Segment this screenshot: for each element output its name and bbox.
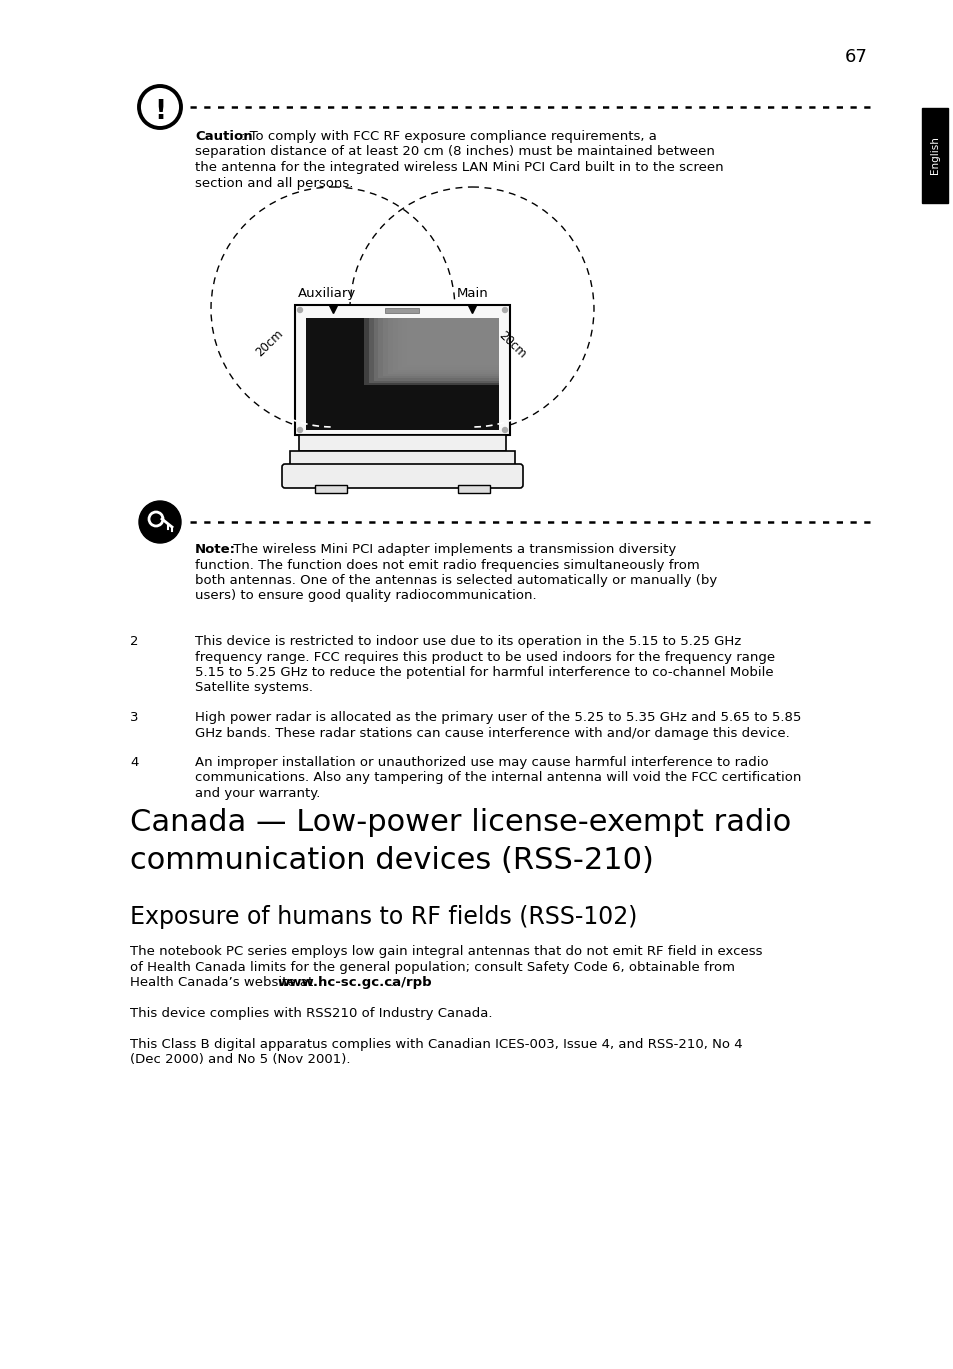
Text: This device complies with RSS210 of Industry Canada.: This device complies with RSS210 of Indu…	[130, 1008, 492, 1020]
Text: 4: 4	[130, 756, 138, 769]
Bar	[298, 435, 505, 450]
Text: frequency range. FCC requires this product to be used indoors for the frequency : frequency range. FCC requires this produ…	[194, 650, 774, 664]
Bar	[393, 318, 498, 372]
Bar	[445, 318, 498, 348]
Bar	[369, 318, 498, 383]
Text: of Health Canada limits for the general population; consult Safety Code 6, obtai: of Health Canada limits for the general …	[130, 961, 734, 973]
Bar	[426, 318, 498, 356]
Text: 67: 67	[844, 48, 867, 66]
Text: 2: 2	[130, 635, 138, 648]
Text: Auxiliary: Auxiliary	[297, 287, 355, 300]
Text: !: !	[153, 99, 166, 125]
Circle shape	[502, 308, 507, 312]
Bar	[388, 318, 498, 374]
Text: communication devices (RSS-210): communication devices (RSS-210)	[130, 846, 653, 875]
Text: 20cm: 20cm	[496, 329, 528, 361]
Circle shape	[139, 501, 181, 543]
Text: An improper installation or unauthorized use may cause harmful interference to r: An improper installation or unauthorized…	[194, 756, 768, 769]
Text: www.hc-sc.gc.ca/rpb: www.hc-sc.gc.ca/rpb	[277, 976, 432, 988]
Bar	[416, 318, 498, 360]
Text: 5.15 to 5.25 GHz to reduce the potential for harmful interference to co-channel : 5.15 to 5.25 GHz to reduce the potential…	[194, 665, 773, 679]
Text: 20cm: 20cm	[253, 327, 285, 359]
Bar	[421, 318, 498, 359]
Bar	[402, 318, 498, 367]
Bar	[457, 485, 490, 493]
Text: Canada — Low-power license-exempt radio: Canada — Low-power license-exempt radio	[130, 808, 790, 836]
Text: The wireless Mini PCI adapter implements a transmission diversity: The wireless Mini PCI adapter implements…	[229, 543, 676, 556]
Bar	[378, 318, 498, 378]
Circle shape	[297, 308, 302, 312]
Text: both antennas. One of the antennas is selected automatically or manually (by: both antennas. One of the antennas is se…	[194, 574, 717, 587]
Bar	[385, 308, 418, 314]
Bar	[314, 485, 347, 493]
Bar	[450, 318, 498, 345]
Text: Note:: Note:	[194, 543, 235, 556]
Text: users) to ensure good quality radiocommunication.: users) to ensure good quality radiocommu…	[194, 590, 536, 602]
Bar	[412, 318, 498, 363]
Text: English: English	[929, 137, 939, 174]
Text: and your warranty.: and your warranty.	[194, 787, 320, 799]
Text: section and all persons.: section and all persons.	[194, 177, 353, 189]
Text: Caution: Caution	[194, 130, 253, 142]
Text: Main: Main	[456, 287, 488, 300]
Text: Health Canada’s website at: Health Canada’s website at	[130, 976, 317, 988]
Bar	[397, 318, 498, 370]
Text: This device is restricted to indoor use due to its operation in the 5.15 to 5.25: This device is restricted to indoor use …	[194, 635, 740, 648]
Text: High power radar is allocated as the primary user of the 5.25 to 5.35 GHz and 5.: High power radar is allocated as the pri…	[194, 711, 801, 724]
Text: Satellite systems.: Satellite systems.	[194, 682, 313, 694]
Text: .: .	[390, 976, 394, 988]
Text: This Class B digital apparatus complies with Canadian ICES-003, Issue 4, and RSS: This Class B digital apparatus complies …	[130, 1038, 741, 1051]
Text: The notebook PC series employs low gain integral antennas that do not emit RF fi: The notebook PC series employs low gain …	[130, 945, 761, 958]
Bar	[921, 108, 947, 203]
Bar	[456, 318, 498, 342]
Text: GHz bands. These radar stations can cause interference with and/or damage this d: GHz bands. These radar stations can caus…	[194, 727, 789, 739]
Bar	[306, 318, 498, 430]
Text: communications. Also any tampering of the internal antenna will void the FCC cer: communications. Also any tampering of th…	[194, 772, 801, 784]
Bar	[407, 318, 498, 366]
Text: 3: 3	[130, 711, 138, 724]
Bar	[294, 305, 510, 435]
Bar	[290, 450, 515, 467]
Text: : To comply with FCC RF exposure compliance requirements, a: : To comply with FCC RF exposure complia…	[241, 130, 657, 142]
Bar	[363, 318, 498, 385]
Text: Exposure of humans to RF fields (RSS-102): Exposure of humans to RF fields (RSS-102…	[130, 905, 637, 930]
Text: (Dec 2000) and No 5 (Nov 2001).: (Dec 2000) and No 5 (Nov 2001).	[130, 1054, 350, 1066]
Bar	[440, 318, 498, 349]
Bar	[383, 318, 498, 376]
Circle shape	[502, 427, 507, 433]
Circle shape	[297, 427, 302, 433]
Text: function. The function does not emit radio frequencies simultaneously from: function. The function does not emit rad…	[194, 559, 699, 571]
Text: the antenna for the integrated wireless LAN Mini PCI Card built in to the screen: the antenna for the integrated wireless …	[194, 162, 723, 174]
Bar	[374, 318, 498, 381]
Bar	[431, 318, 498, 353]
Bar	[436, 318, 498, 352]
Text: separation distance of at least 20 cm (8 inches) must be maintained between: separation distance of at least 20 cm (8…	[194, 145, 714, 159]
FancyBboxPatch shape	[282, 464, 522, 487]
